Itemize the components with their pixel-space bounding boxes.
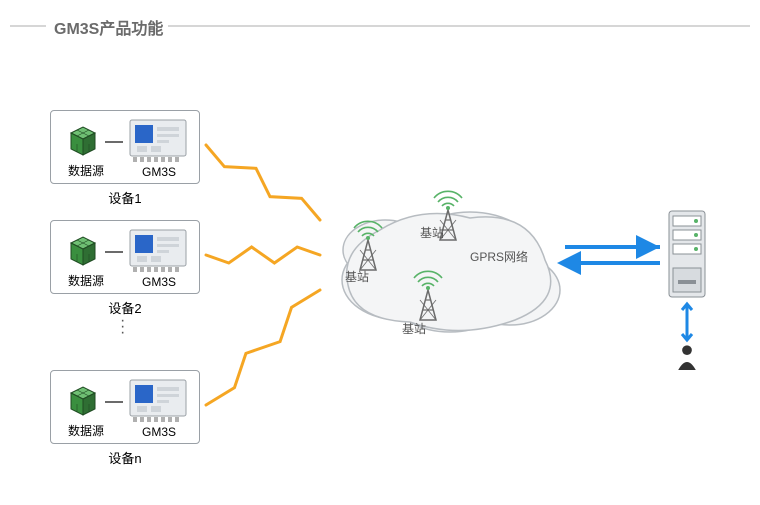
user-icon xyxy=(676,344,698,372)
server-user-arrow xyxy=(0,0,760,505)
diagram-canvas: GM3S产品功能 数据源GM3S设备1 数据源GM3S设备2 xyxy=(0,0,760,505)
